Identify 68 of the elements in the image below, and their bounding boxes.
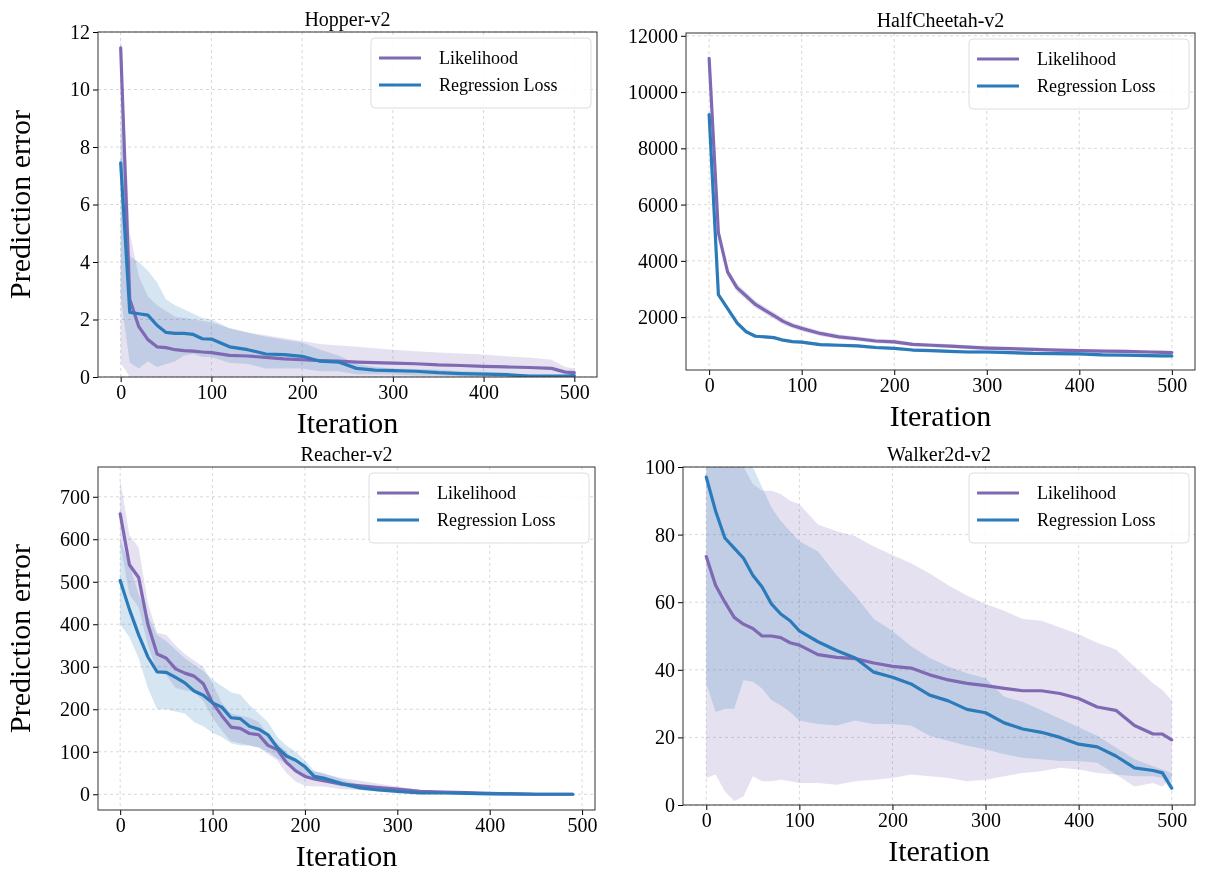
x-tick-label: 400 bbox=[1064, 374, 1095, 397]
x-tick-label: 100 bbox=[196, 381, 227, 404]
chart-title: Hopper-v2 bbox=[304, 8, 391, 31]
x-tick-label: 200 bbox=[287, 381, 318, 404]
y-tick-label: 80 bbox=[655, 523, 675, 546]
legend-label: Regression Loss bbox=[437, 510, 556, 530]
y-axis-title: Prediction error bbox=[3, 543, 36, 734]
legend-label: Likelihood bbox=[439, 48, 518, 68]
chart-title: Reacher-v2 bbox=[300, 443, 393, 465]
y-tick-label: 2 bbox=[80, 308, 90, 331]
y-tick-label: 10 bbox=[70, 78, 90, 101]
y-axis-title: Prediction error bbox=[3, 109, 36, 300]
x-axis-title: Iteration bbox=[296, 406, 399, 439]
y-tick-label: 20 bbox=[655, 726, 675, 749]
y-tick-label: 10000 bbox=[628, 80, 678, 103]
y-tick-label: 200 bbox=[60, 698, 90, 721]
legend-label: Regression Loss bbox=[439, 75, 558, 95]
x-tick-label: 500 bbox=[559, 381, 590, 404]
x-tick-label: 0 bbox=[701, 809, 712, 832]
y-tick-label: 12 bbox=[70, 20, 90, 43]
chart-title: HalfCheetah-v2 bbox=[876, 9, 1005, 31]
y-tick-label: 12000 bbox=[628, 24, 678, 47]
y-tick-label: 0 bbox=[665, 793, 675, 816]
legend-label: Likelihood bbox=[1037, 49, 1116, 69]
x-tick-label: 300 bbox=[378, 381, 409, 404]
x-tick-label: 100 bbox=[784, 809, 815, 832]
x-tick-label: 300 bbox=[971, 809, 1002, 832]
x-tick-label: 200 bbox=[879, 374, 910, 397]
x-tick-label: 500 bbox=[1157, 374, 1188, 397]
y-tick-label: 6000 bbox=[638, 193, 678, 216]
y-tick-label: 400 bbox=[60, 613, 90, 636]
legend-label: Likelihood bbox=[1037, 483, 1116, 503]
x-tick-label: 200 bbox=[877, 809, 908, 832]
x-tick-label: 300 bbox=[972, 374, 1003, 397]
y-tick-label: 700 bbox=[60, 485, 90, 508]
x-axis-title: Iteration bbox=[889, 399, 992, 432]
x-tick-label: 100 bbox=[787, 374, 818, 397]
y-tick-label: 300 bbox=[60, 655, 90, 678]
x-tick-label: 0 bbox=[116, 381, 127, 404]
y-tick-label: 8 bbox=[80, 135, 90, 158]
y-tick-label: 60 bbox=[655, 591, 675, 614]
x-tick-label: 100 bbox=[198, 814, 229, 837]
x-tick-label: 0 bbox=[115, 814, 126, 837]
y-tick-label: 6 bbox=[80, 193, 90, 216]
x-tick-label: 0 bbox=[704, 374, 715, 397]
x-tick-label: 200 bbox=[290, 814, 321, 837]
legend-label: Regression Loss bbox=[1037, 76, 1156, 96]
legend-label: Regression Loss bbox=[1037, 510, 1156, 530]
chart-title: Walker2d-v2 bbox=[887, 443, 991, 465]
y-tick-label: 8000 bbox=[638, 137, 678, 160]
legend-label: Likelihood bbox=[437, 483, 516, 503]
x-tick-label: 400 bbox=[1064, 809, 1095, 832]
y-tick-label: 100 bbox=[60, 740, 90, 763]
y-tick-label: 600 bbox=[60, 528, 90, 551]
y-tick-label: 40 bbox=[655, 658, 675, 681]
y-tick-label: 100 bbox=[645, 455, 675, 478]
x-tick-label: 400 bbox=[469, 381, 500, 404]
x-axis-title: Iteration bbox=[295, 839, 398, 869]
y-tick-label: 4000 bbox=[638, 249, 678, 272]
x-tick-label: 400 bbox=[475, 814, 506, 837]
x-tick-label: 500 bbox=[567, 814, 598, 837]
y-tick-label: 500 bbox=[60, 570, 90, 593]
y-tick-label: 0 bbox=[80, 783, 90, 806]
y-tick-label: 2000 bbox=[638, 306, 678, 329]
y-tick-label: 4 bbox=[80, 250, 90, 273]
x-tick-label: 300 bbox=[382, 814, 413, 837]
x-axis-title: Iteration bbox=[888, 834, 990, 867]
x-tick-label: 500 bbox=[1157, 809, 1188, 832]
